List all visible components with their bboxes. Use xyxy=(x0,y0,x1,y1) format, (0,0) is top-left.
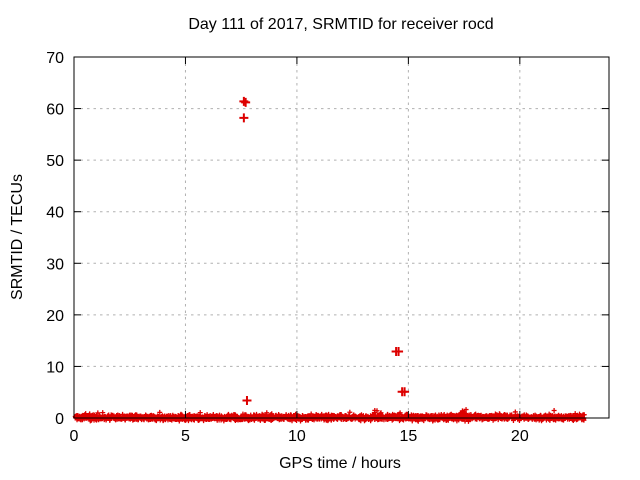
chart-title: Day 111 of 2017, SRMTID for receiver roc… xyxy=(188,16,493,33)
data-point-marker xyxy=(242,395,252,405)
y-tick-label: 30 xyxy=(46,256,64,273)
data-point-marker xyxy=(463,412,469,418)
x-tick-label: 0 xyxy=(70,428,79,445)
y-tick-label: 0 xyxy=(55,411,64,428)
data-point-marker xyxy=(457,410,463,416)
data-point-marker xyxy=(239,96,249,106)
data-point-marker xyxy=(239,113,249,123)
data-point-marker xyxy=(157,409,163,415)
data-point-marker xyxy=(95,410,101,416)
data-point-marker xyxy=(100,410,106,416)
data-point-marker xyxy=(372,407,378,413)
x-axis-label: GPS time / hours xyxy=(279,455,401,472)
plot-border xyxy=(73,56,610,419)
data-point-marker xyxy=(409,418,415,424)
data-point-marker xyxy=(394,346,404,356)
data-point-marker xyxy=(551,408,557,414)
data-point-marker xyxy=(197,410,203,416)
data-point-marker xyxy=(347,409,353,415)
x-tick-label: 5 xyxy=(181,428,190,445)
axis-ticks xyxy=(73,56,609,419)
x-tick-label: 15 xyxy=(399,428,417,445)
data-point-marker xyxy=(326,411,332,417)
data-point-marker xyxy=(378,410,384,416)
data-point-marker xyxy=(581,412,587,418)
y-axis-label: SRMTID / TECUs xyxy=(9,174,26,300)
y-tick-label: 60 xyxy=(46,102,64,119)
data-point-marker xyxy=(264,410,270,416)
data-point-marker xyxy=(241,97,251,107)
baseline-band-markers xyxy=(72,407,587,424)
data-point-marker xyxy=(400,387,410,397)
data-point-marker xyxy=(397,410,403,416)
y-tick-label: 20 xyxy=(46,308,64,325)
x-tick-label: 20 xyxy=(511,428,529,445)
tick-labels: 0 10 20 30 40 50 60 70 0 5 10 15 20 xyxy=(46,50,529,445)
grid-lines xyxy=(74,57,609,418)
x-tick-label: 10 xyxy=(288,428,306,445)
y-tick-label: 50 xyxy=(46,153,64,170)
y-tick-label: 70 xyxy=(46,50,64,67)
data-point-marker xyxy=(512,409,518,415)
data-point-marker xyxy=(87,411,93,417)
y-tick-label: 10 xyxy=(46,359,64,376)
outlier-markers xyxy=(239,96,410,405)
y-tick-label: 40 xyxy=(46,205,64,222)
